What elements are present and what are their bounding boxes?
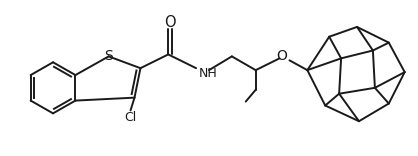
Text: O: O (164, 15, 176, 29)
Text: S: S (104, 49, 113, 63)
Text: NH: NH (199, 67, 218, 80)
Text: O: O (276, 49, 287, 63)
Text: Cl: Cl (125, 111, 137, 124)
